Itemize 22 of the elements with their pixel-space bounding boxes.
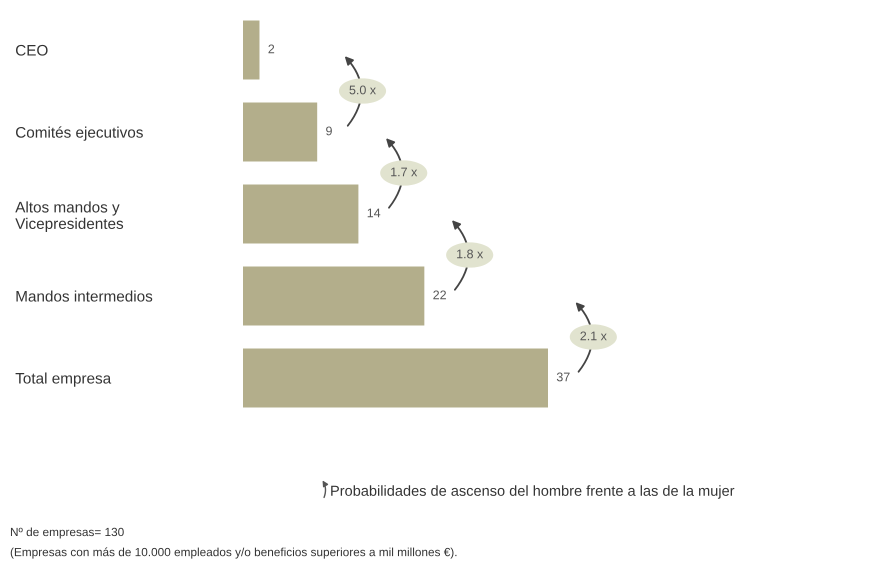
data-label: 37 xyxy=(556,372,570,382)
data-label: 14 xyxy=(368,208,380,218)
y-tick-label: CEO xyxy=(16,44,48,56)
bar xyxy=(243,348,548,408)
data-label: 9 xyxy=(326,126,332,136)
y-tick-label: Mandos intermedios xyxy=(16,290,152,302)
text: (Empresas con más de 10.000 empleados y/o beneficios superiores a mil millones €). xyxy=(10,547,456,559)
bar xyxy=(243,102,318,162)
y-tick-label: Total empresa xyxy=(16,372,112,387)
bar xyxy=(243,184,358,244)
text: Nº de empresas= 130 xyxy=(10,527,124,539)
bar xyxy=(243,20,260,80)
annotation: 1.8 x xyxy=(457,250,484,258)
data-label: 2 xyxy=(268,44,274,54)
annotation: 5.0 x xyxy=(349,86,376,94)
text: 2.1 x xyxy=(580,332,607,340)
y-tick-label: Comités ejecutivos xyxy=(16,126,143,141)
text: Probabilidades de ascenso del hombre frente a las de la mujer xyxy=(331,485,734,499)
bar xyxy=(243,266,424,326)
annotation: 1.7 x xyxy=(391,168,418,176)
y-tick-label: Altos mandos y Vicepresidentes xyxy=(15,201,124,232)
data-label: 22 xyxy=(433,290,446,300)
